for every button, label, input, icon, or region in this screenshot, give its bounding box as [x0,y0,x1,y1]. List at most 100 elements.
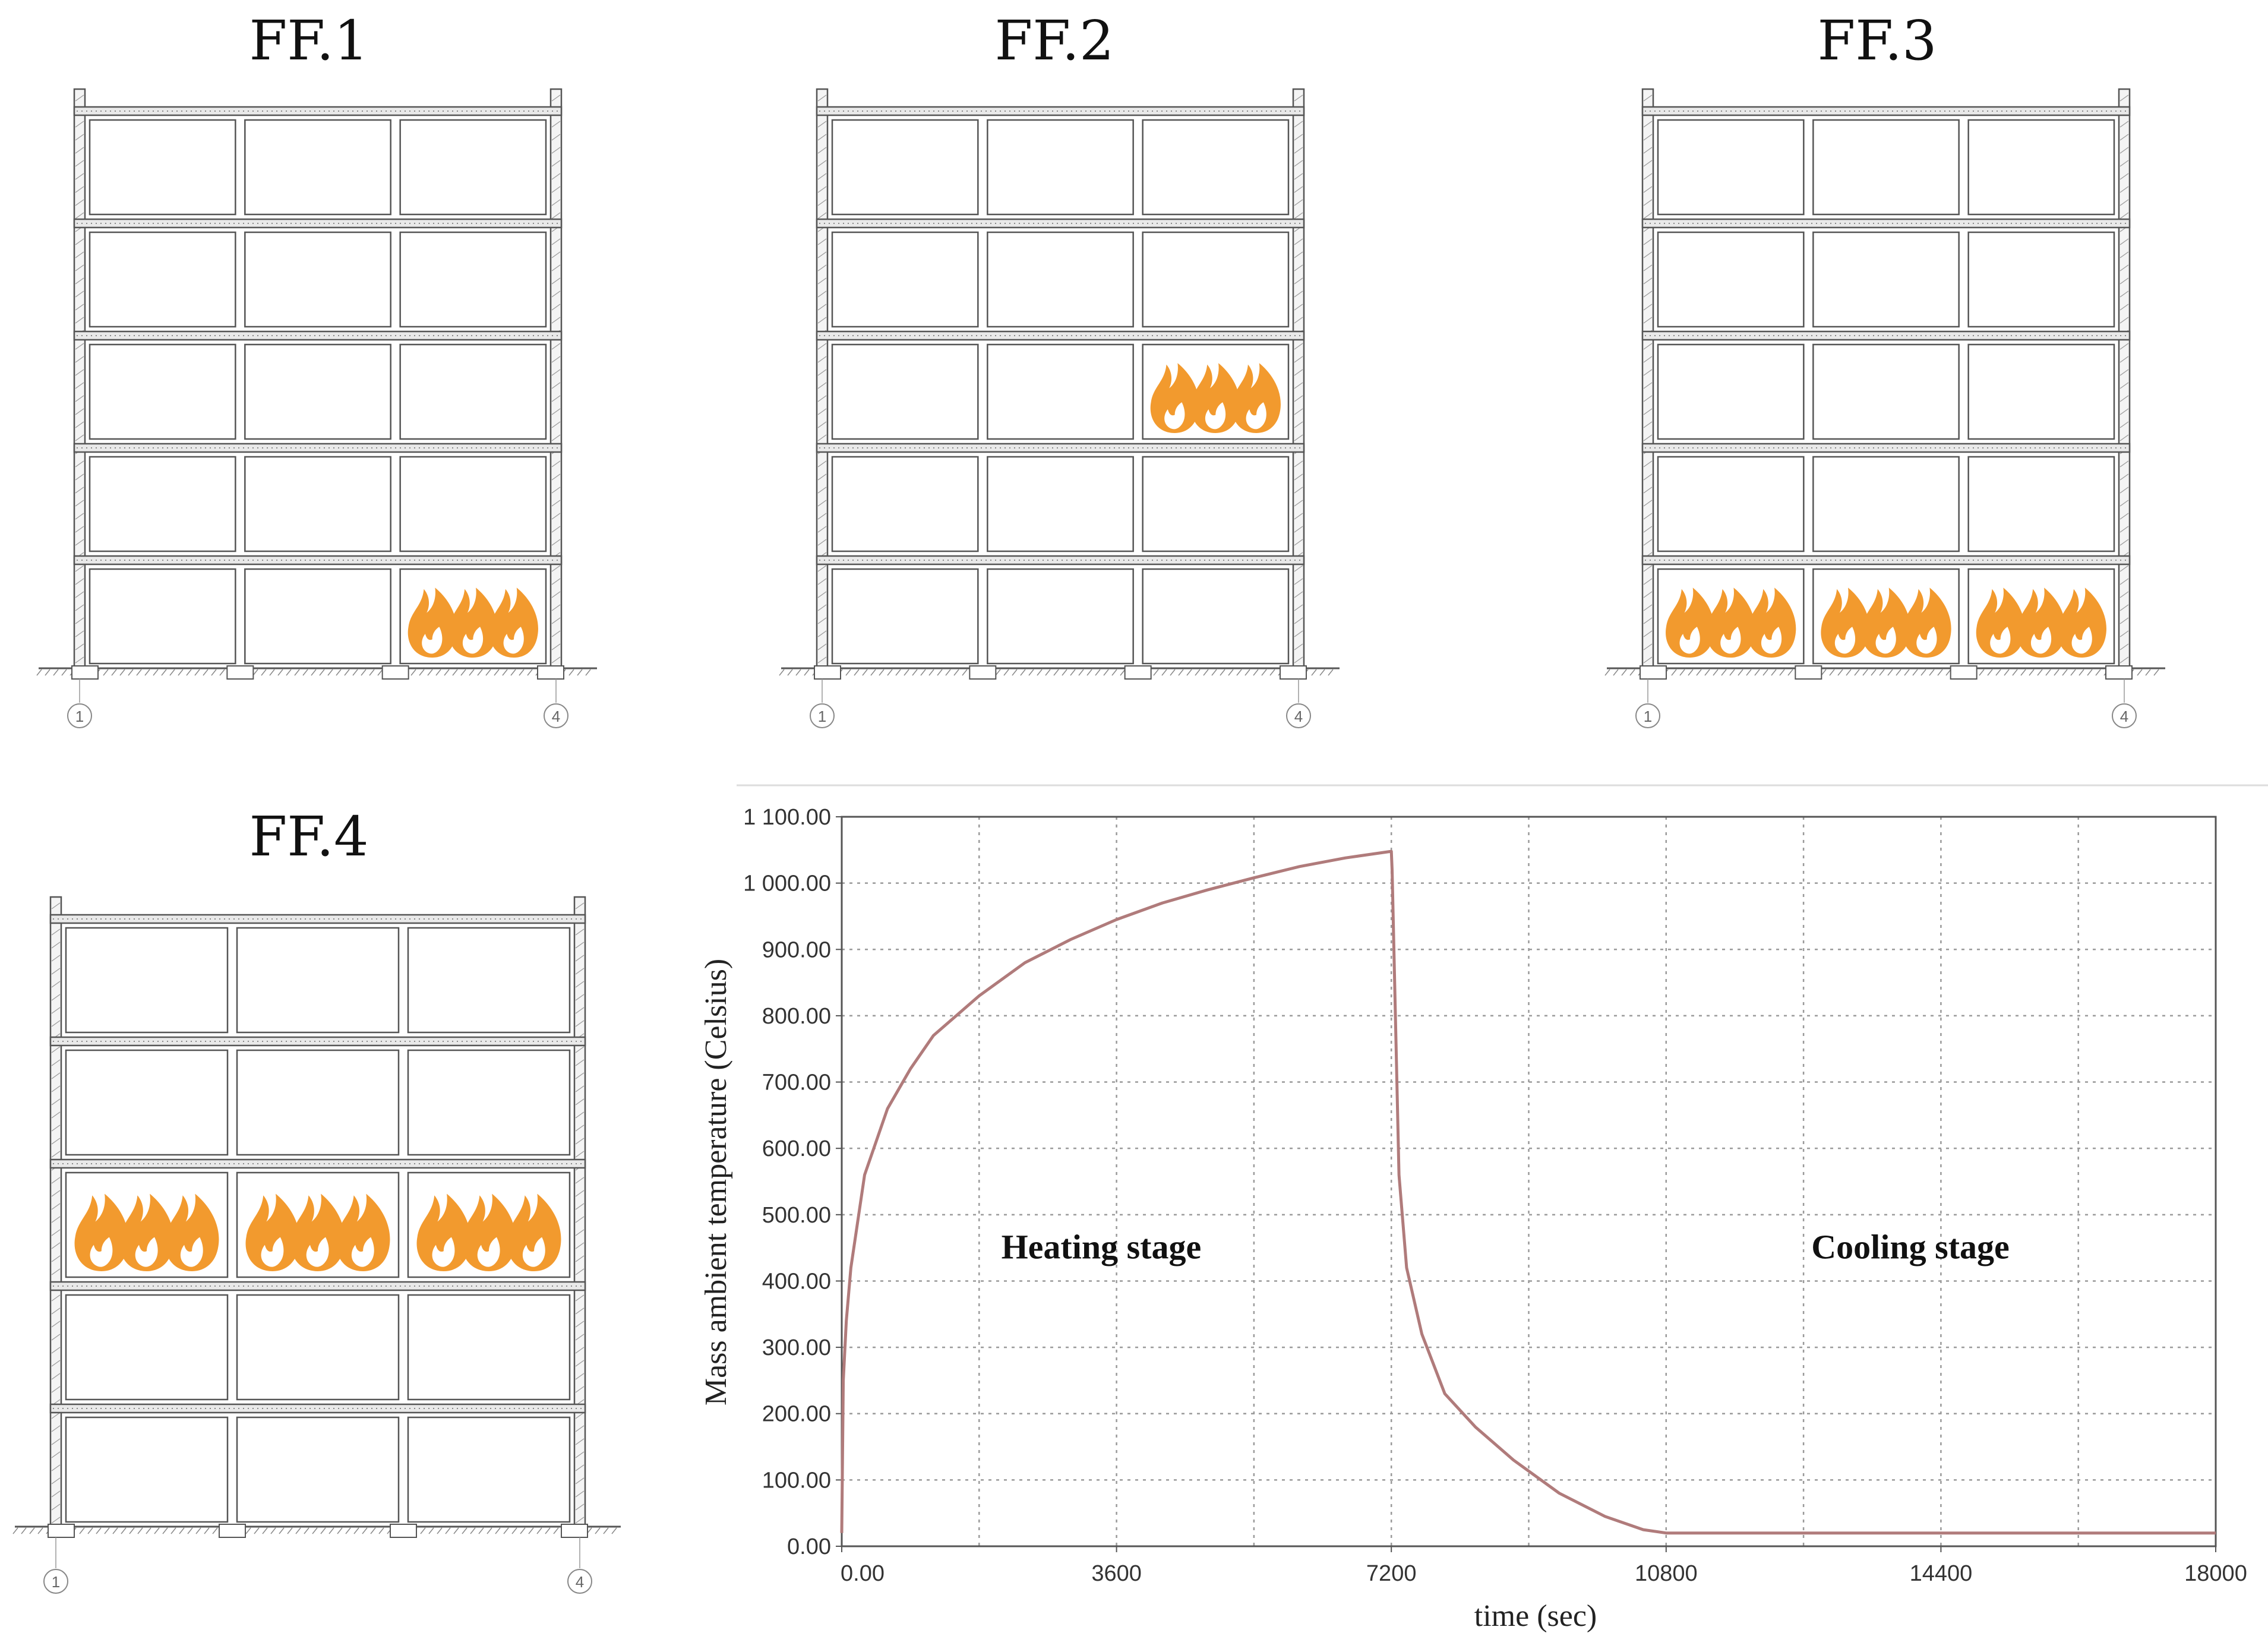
column-hatch [552,147,560,153]
column-hatch [552,526,560,532]
ground-hatch [279,1528,284,1534]
column-hatch [52,955,60,961]
room-panel [400,457,546,551]
ground-hatch [2146,669,2150,675]
ground-hatch [328,669,333,675]
ground-hatch [1871,669,1876,675]
column-hatch [75,500,84,506]
fire-icon-core [1834,627,1856,654]
column-hatch [52,1047,60,1053]
grid-axis-bubble [568,1569,592,1593]
column-hatch [75,187,84,192]
ground-hatch [353,669,358,675]
column-hatch [1294,239,1303,245]
temperature-chart: 0.00 100.00 200.00 300.00 400.00 500.00 600.00… [699,784,2268,1633]
floor-slab [817,331,1304,340]
room-panel [408,1050,570,1155]
footing [538,666,564,679]
column-hatch [1294,605,1303,611]
column-hatch [1644,422,1652,428]
column-hatch [75,317,84,323]
ground-hatch [495,1528,500,1534]
ground-hatch [362,1528,367,1534]
column-hatch [818,592,826,598]
room-panel [832,569,978,664]
column-hatch [576,1439,584,1445]
ground-hatch [1112,669,1117,675]
room-panel [1658,457,1803,551]
fire-icon-core [1761,627,1782,654]
ground-hatch [145,669,150,675]
room-panel [1969,232,2114,327]
ground-hatch [80,1528,84,1534]
column-hatch [576,1295,584,1301]
footing [72,666,98,679]
ground-hatch [105,1528,109,1534]
column-hatch [52,1060,60,1066]
room-panel [400,232,546,327]
column-hatch [576,1099,584,1105]
grid-axis-label: 4 [552,707,560,725]
ground-hatch [1054,669,1059,675]
room-panel [66,928,228,1032]
room-panel [987,232,1133,327]
column-hatch [2120,657,2128,663]
column-hatch [1294,95,1303,101]
fire-icon-core [522,1237,545,1267]
ground-hatch [1688,669,1693,675]
column-hatch [52,1478,60,1484]
y-tick-label: 1 000.00 [743,871,831,896]
column-hatch [1644,121,1652,127]
column-hatch [552,513,560,519]
column-hatch [2120,173,2128,179]
ground-hatch [863,669,867,675]
column-hatch [2120,304,2128,310]
column-hatch [818,618,826,624]
column-hatch [552,500,560,506]
fire-icon [1862,587,1910,658]
room-panel [832,345,978,439]
column-hatch [552,121,560,127]
column-hatch [2120,513,2128,519]
series-line-temperature [840,849,2216,1535]
ground-hatch [504,1528,508,1534]
column-hatch [52,1138,60,1144]
column-hatch [818,200,826,206]
ground-hatch [1270,669,1275,675]
column-hatch [52,942,60,948]
fire-icon-core [1164,402,1185,429]
column-hatch [52,1426,60,1432]
y-tick-label: 100.00 [762,1468,831,1493]
column-hatch [1294,213,1303,219]
footing [561,1524,587,1537]
ground-hatch [411,669,416,675]
column-hatch [75,369,84,375]
grid-axis-bubble [44,1569,68,1593]
column-hatch [75,396,84,402]
ground-hatch [529,1528,533,1534]
room-panel [987,457,1133,551]
column-hatch [1644,147,1652,153]
column-hatch [52,968,60,974]
room-panel [1143,232,1288,327]
column-hatch [818,356,826,362]
x-axis-label: time (sec) [1474,1599,1597,1633]
column-hatch [1294,147,1303,153]
column-hatch [2120,356,2128,362]
column-hatch [75,474,84,480]
column-hatch [818,526,826,532]
ground-hatch [962,669,967,675]
ground-hatch [2154,669,2159,675]
room-panel [245,232,390,327]
column-hatch [2120,605,2128,611]
ground-hatch [320,669,324,675]
ground-hatch [1921,669,1926,675]
grid-axis-label: 4 [576,1573,584,1591]
ground-hatch [1913,669,1918,675]
ground-hatch [1755,669,1760,675]
ground-hatch [1622,669,1626,675]
ground-hatch [527,669,532,675]
column-hatch [818,239,826,245]
ground-hatch [246,1528,251,1534]
